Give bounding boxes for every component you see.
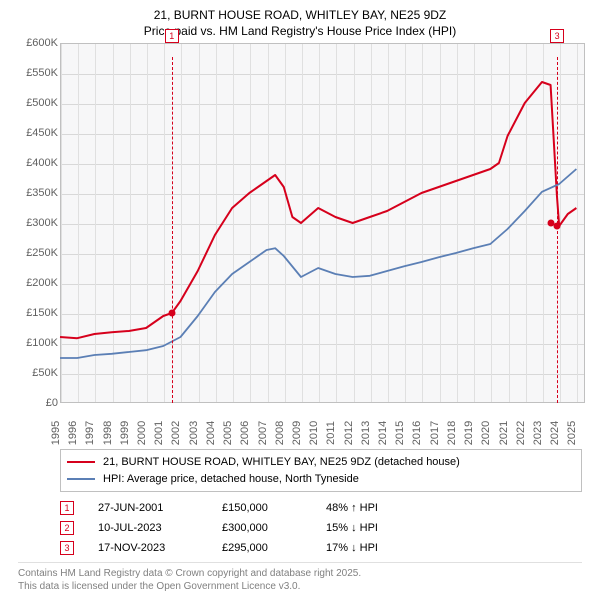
row-date: 10-JUL-2023 <box>98 522 198 534</box>
sales-table: 1 27-JUN-2001 £150,000 48% ↑ HPI 2 10-JUL-202… <box>60 498 582 558</box>
y-axis-tick: £200K <box>8 277 58 289</box>
sale-marker: 3 <box>550 29 564 43</box>
y-axis-tick: £50K <box>8 367 58 379</box>
legend-item: HPI: Average price, detached house, Nort… <box>67 471 575 488</box>
sale-marker-line <box>172 57 173 403</box>
title-line-1: 21, BURNT HOUSE ROAD, WHITLEY BAY, NE25 … <box>8 8 592 24</box>
row-date: 17-NOV-2023 <box>98 542 198 554</box>
row-price: £295,000 <box>222 542 302 554</box>
sale-dot <box>168 310 175 317</box>
title-line-2: Price paid vs. HM Land Registry's House … <box>8 24 592 40</box>
y-axis-tick: £300K <box>8 217 58 229</box>
table-row: 2 10-JUL-2023 £300,000 15% ↓ HPI <box>60 518 582 538</box>
row-hpi: 48% ↑ HPI <box>326 502 426 514</box>
footer-attribution: Contains HM Land Registry data © Crown c… <box>18 562 582 593</box>
row-price: £150,000 <box>222 502 302 514</box>
table-row: 1 27-JUN-2001 £150,000 48% ↑ HPI <box>60 498 582 518</box>
y-axis-tick: £0 <box>8 397 58 409</box>
y-axis-tick: £600K <box>8 37 58 49</box>
y-axis-tick: £150K <box>8 307 58 319</box>
y-axis-tick: £250K <box>8 247 58 259</box>
y-axis-tick: £400K <box>8 157 58 169</box>
legend-swatch <box>67 478 95 480</box>
sale-marker-line <box>557 57 558 403</box>
row-marker: 1 <box>60 501 74 515</box>
row-date: 27-JUN-2001 <box>98 502 198 514</box>
row-hpi: 17% ↓ HPI <box>326 542 426 554</box>
y-axis-tick: £450K <box>8 127 58 139</box>
legend-item: 21, BURNT HOUSE ROAD, WHITLEY BAY, NE25 … <box>67 454 575 471</box>
row-price: £300,000 <box>222 522 302 534</box>
legend: 21, BURNT HOUSE ROAD, WHITLEY BAY, NE25 … <box>60 449 582 492</box>
price-chart: £0 £50K £100K £150K £200K £250K £300K £350K £400… <box>8 43 592 443</box>
footer-line-2: This data is licensed under the Open Gov… <box>18 580 582 593</box>
y-axis-tick: £350K <box>8 187 58 199</box>
sale-dot <box>554 223 561 230</box>
legend-swatch <box>67 461 95 463</box>
y-axis-tick: £100K <box>8 337 58 349</box>
legend-label: 21, BURNT HOUSE ROAD, WHITLEY BAY, NE25 … <box>103 454 460 471</box>
row-hpi: 15% ↓ HPI <box>326 522 426 534</box>
series-price_paid <box>60 82 576 338</box>
table-row: 3 17-NOV-2023 £295,000 17% ↓ HPI <box>60 538 582 558</box>
row-marker: 2 <box>60 521 74 535</box>
footer-line-1: Contains HM Land Registry data © Crown c… <box>18 567 582 580</box>
y-axis-tick: £550K <box>8 67 58 79</box>
chart-lines <box>60 43 585 403</box>
legend-label: HPI: Average price, detached house, Nort… <box>103 471 359 488</box>
row-marker: 3 <box>60 541 74 555</box>
sale-marker: 1 <box>165 29 179 43</box>
y-axis-tick: £500K <box>8 97 58 109</box>
x-axis-tick: 2025 <box>566 421 586 445</box>
